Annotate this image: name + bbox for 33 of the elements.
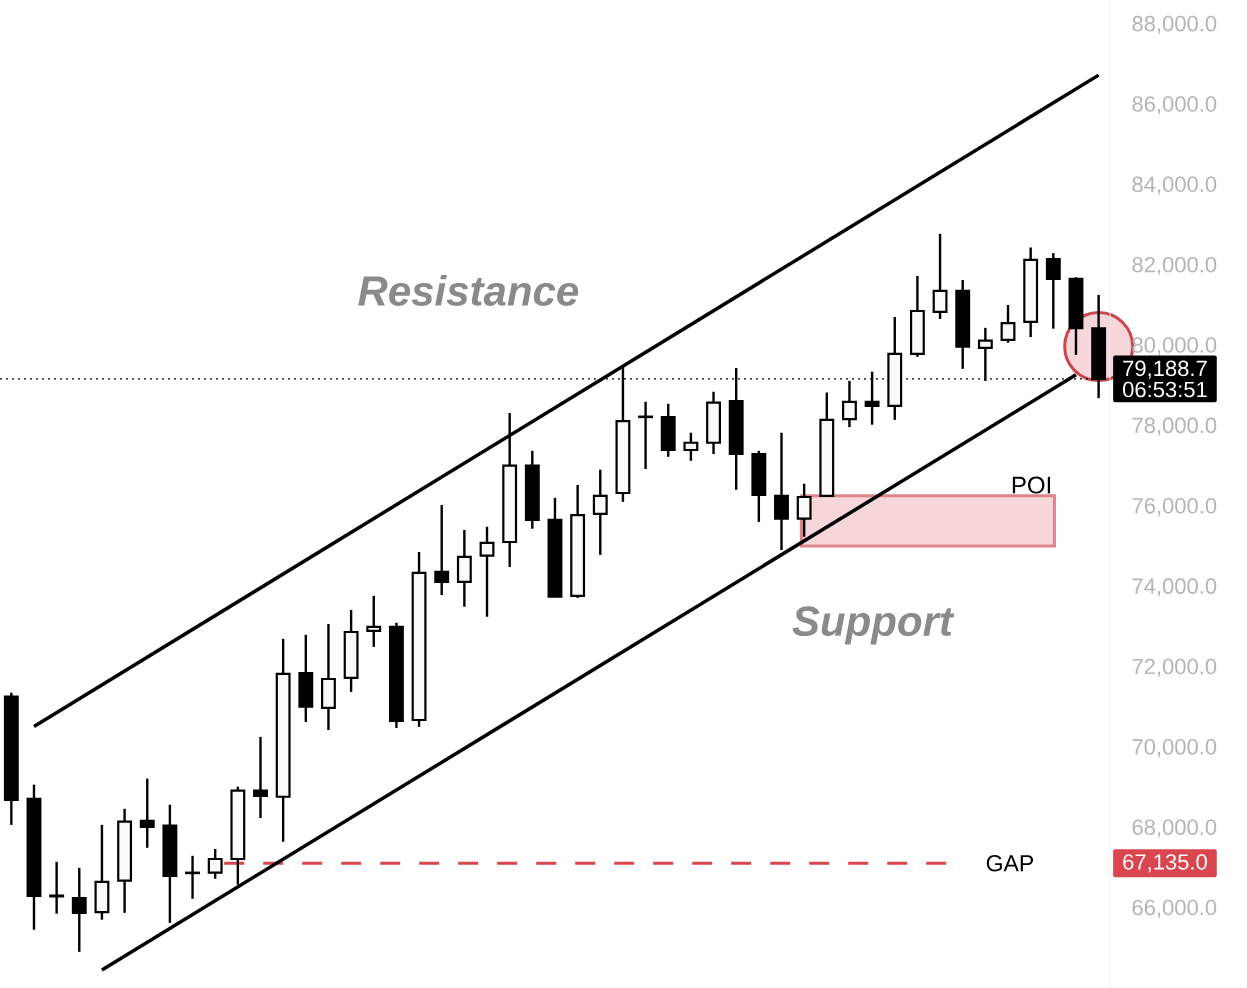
annotation: Support <box>792 606 955 645</box>
text: 06:53:51 <box>1123 381 1207 398</box>
annotation: Resistance <box>358 275 579 306</box>
candlestick <box>434 503 450 597</box>
y-tick-label: 78,000.0 <box>1132 417 1217 436</box>
y-tick-label: 86,000.0 <box>1132 96 1217 115</box>
text: 67,135.0 <box>1123 854 1207 873</box>
candlestick <box>683 431 699 463</box>
candlestick <box>774 431 789 552</box>
band-label: POI <box>1012 476 1051 494</box>
candlestick <box>1000 303 1016 344</box>
y-tick-label: 74,000.0 <box>1132 578 1217 597</box>
ref-line-label: GAP <box>986 855 1034 872</box>
candlestick <box>932 232 948 321</box>
candlestick <box>71 866 87 954</box>
candlestick <box>139 777 155 849</box>
y-tick-label: 76,000.0 <box>1132 497 1217 517</box>
candlestick <box>366 594 382 649</box>
candlestick <box>49 860 65 915</box>
candlestick <box>592 468 608 557</box>
y-tick-label: 88,000.0 <box>1132 15 1217 34</box>
y-tick-label: 72,000.0 <box>1132 658 1217 677</box>
y-tick-label: 70,000.0 <box>1132 739 1217 758</box>
candlestick <box>796 482 812 538</box>
ref-line-label: 79,188.7 <box>1123 360 1207 379</box>
y-tick-label: 82,000.0 <box>1132 256 1217 276</box>
candlestick <box>207 847 223 880</box>
y-tick-label: 66,000.0 <box>1132 899 1217 918</box>
y-tick-label: 84,000.0 <box>1132 176 1217 195</box>
candlestick <box>253 735 268 820</box>
candlestick <box>479 525 495 618</box>
candlestick <box>1045 251 1061 330</box>
y-tick-label: 68,000.0 <box>1132 819 1217 838</box>
